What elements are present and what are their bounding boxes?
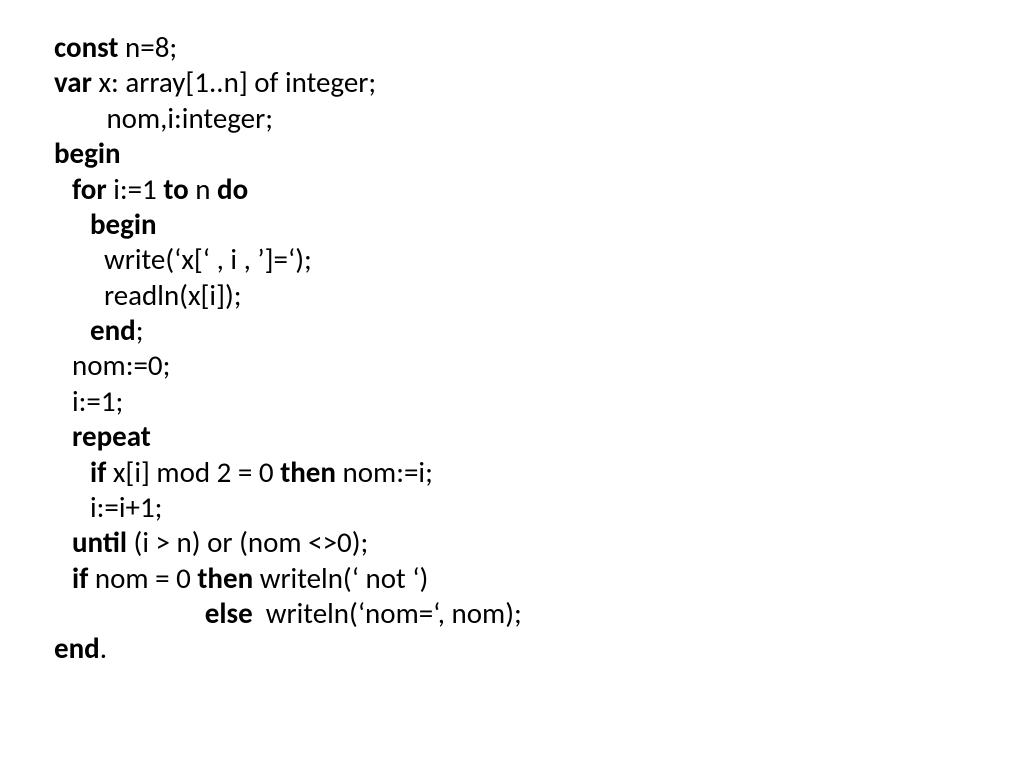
code-line: for i:=1 to n do [54,172,1024,207]
code-text [54,595,205,631]
keyword: then [280,454,336,490]
code-text: writeln(‘ not ‘) [253,560,428,596]
code-line: else writeln(‘nom=‘, nom); [54,596,1024,631]
code-line: begin [54,207,1024,242]
code-line: write(‘x[‘ , i , ’]=‘); [54,242,1024,277]
keyword: repeat [72,418,151,454]
keyword: if [72,560,88,596]
code-text: ; [136,312,144,348]
code-line: var x: array[1..n] of integer; [54,65,1024,100]
code-line: end. [54,631,1024,666]
code-line: i:=i+1; [54,490,1024,525]
keyword: else [205,595,253,631]
code-block: const n=8;var x: array[1..n] of integer;… [54,30,1024,667]
code-text: nom:=i; [336,454,433,490]
code-text: . [100,630,107,666]
keyword: until [72,524,127,560]
code-text: (i > n) or (nom <>0); [127,524,368,560]
keyword: end [90,312,136,348]
code-line: readln(x[i]); [54,278,1024,313]
keyword: for [72,171,107,207]
code-text: nom:=0; [72,347,170,383]
code-text: readln(x[i]); [104,277,242,313]
code-line: nom:=0; [54,348,1024,383]
code-text: x: array[1..n] of integer; [92,64,376,100]
code-line: if nom = 0 then writeln(‘ not ‘) [54,561,1024,596]
code-line: nom,i:integer; [54,101,1024,136]
keyword: begin [90,206,157,242]
code-text: writeln(‘nom=‘, nom); [253,595,522,631]
code-text: nom = 0 [88,560,197,596]
code-line: const n=8; [54,30,1024,65]
code-line: until (i > n) or (nom <>0); [54,525,1024,560]
code-line: begin [54,136,1024,171]
code-line: if x[i] mod 2 = 0 then nom:=i; [54,455,1024,490]
code-text: i:=1; [72,383,123,419]
code-text: x[i] mod 2 = 0 [106,454,280,490]
code-text: n=8; [118,29,177,65]
keyword: begin [54,135,121,171]
code-line: repeat [54,419,1024,454]
keyword: do [217,171,248,207]
keyword: to [163,171,188,207]
code-text: write(‘x[‘ , i , ’]=‘); [104,241,312,277]
keyword: if [90,454,106,490]
keyword: const [54,29,118,65]
code-text: n [189,171,217,207]
keyword: then [197,560,253,596]
code-line: end; [54,313,1024,348]
code-line: i:=1; [54,384,1024,419]
keyword: end [54,630,100,666]
code-text: nom,i:integer; [54,100,273,136]
code-text: i:=1 [107,171,164,207]
keyword: var [54,64,92,100]
code-text: i:=i+1; [90,489,162,525]
